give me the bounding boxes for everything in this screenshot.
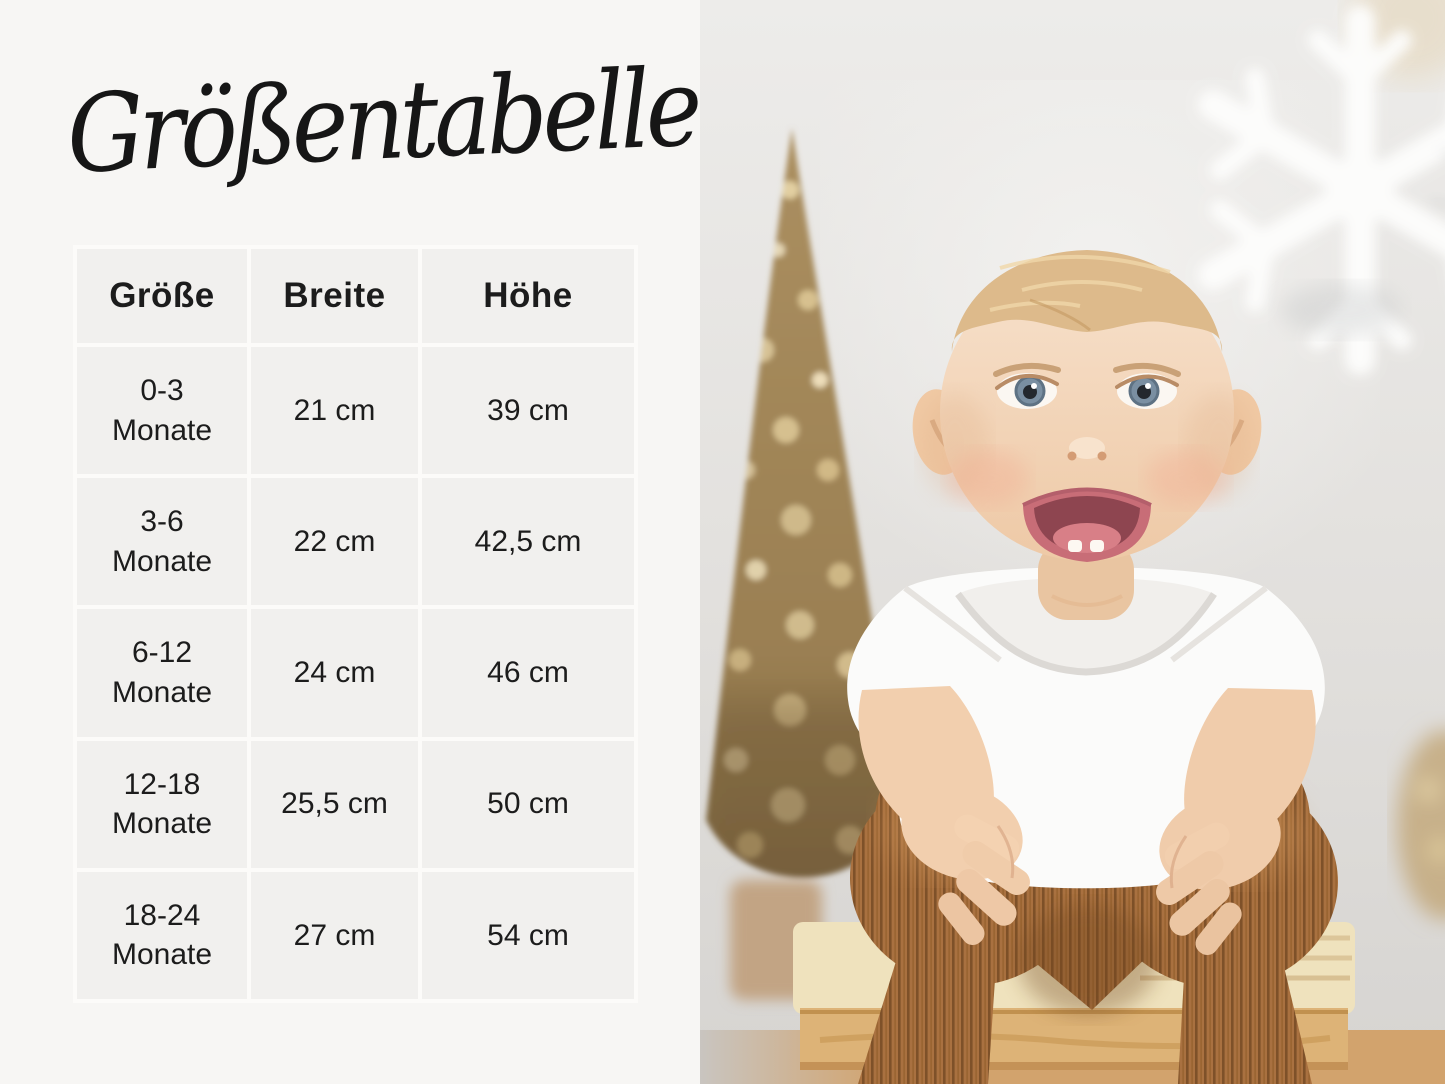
table-cell-breite: 25,5 cm <box>251 740 418 868</box>
table-cell-hoehe: 39 cm <box>422 347 634 475</box>
baby-left-cheek <box>948 450 1028 506</box>
baby-hair <box>951 250 1223 352</box>
table-row-age: 3-6 Monate <box>77 478 247 606</box>
age-range: 12-18 <box>123 767 201 801</box>
table-row-age: 6-12 Monate <box>77 609 247 737</box>
baby-right-cheek <box>1146 450 1226 506</box>
table-cell-hoehe: 46 cm <box>422 609 634 737</box>
table-row-age: 18-24 Monate <box>77 871 247 999</box>
table-cell-breite: 24 cm <box>251 609 418 737</box>
size-table: Größe Breite Höhe 0-3 Monate 21 cm 39 cm… <box>73 245 638 1003</box>
baby-right-eyebrow <box>1113 362 1181 377</box>
bodysuit-neckline <box>958 577 1214 674</box>
age-unit: Monate <box>111 413 213 447</box>
size-chart-panel: Größentabelle Größe Breite Höhe 0-3 Mona… <box>0 0 700 1084</box>
baby-nose <box>1067 437 1107 461</box>
table-cell-hoehe: 50 cm <box>422 740 634 868</box>
baby-eyes <box>995 373 1179 409</box>
age-range: 6-12 <box>131 636 193 670</box>
baby-photo <box>700 0 1445 1084</box>
age-range: 0-3 <box>140 374 184 407</box>
baby-left-leg <box>858 900 1000 1084</box>
age-unit: Monate <box>111 675 213 709</box>
gold-tree-right-edge <box>1397 730 1445 920</box>
baby-head <box>912 250 1262 620</box>
baby-right-hand <box>1156 794 1281 956</box>
age-range: 18-24 <box>123 898 201 932</box>
table-cell-breite: 27 cm <box>251 871 418 999</box>
page-title: Größentabelle <box>64 44 700 197</box>
table-cell-hoehe: 54 cm <box>422 871 634 999</box>
baby-left-eyebrow <box>993 362 1061 377</box>
baby-left-hand <box>901 784 1030 946</box>
table-cell-breite: 22 cm <box>251 478 418 606</box>
age-unit: Monate <box>111 544 213 578</box>
table-row-age: 12-18 Monate <box>77 740 247 868</box>
baby-photo-illustration <box>700 0 1445 1084</box>
snowflake-ornament <box>1198 0 1445 375</box>
table-cell-hoehe: 42,5 cm <box>422 478 634 606</box>
table-cell-breite: 21 cm <box>251 347 418 475</box>
table-row-age: 0-3 Monate <box>77 347 247 475</box>
baby-arms <box>858 686 1316 956</box>
age-unit: Monate <box>111 807 213 841</box>
baby-mouth <box>1022 487 1152 562</box>
age-unit: Monate <box>111 938 213 972</box>
column-header-hoehe: Höhe <box>422 249 634 343</box>
column-header-groesse: Größe <box>77 249 247 343</box>
age-range: 3-6 <box>140 505 184 539</box>
column-header-breite: Breite <box>251 249 418 343</box>
